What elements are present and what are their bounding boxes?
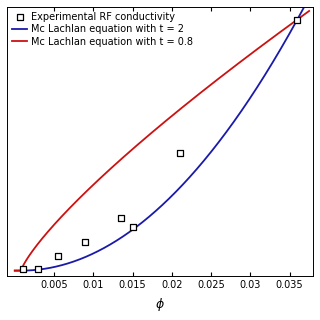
Experimental RF conductivity [36,267,41,272]
Mc Lachlan equation with t = 0.8 [139,140,142,144]
Mc Lachlan equation with t = 0.8 [64,210,68,214]
Mc Lachlan equation with t = 2 [301,7,305,11]
Mc Lachlan equation with t = 0.8 [13,269,17,273]
Experimental RF conductivity [118,215,123,220]
Mc Lachlan equation with t = 0.8 [307,9,311,13]
Legend: Experimental RF conductivity, Mc Lachlan equation with t = 2, Mc Lachlan equatio: Experimental RF conductivity, Mc Lachlan… [10,10,195,49]
Experimental RF conductivity [20,267,25,272]
Experimental RF conductivity [177,150,182,155]
Experimental RF conductivity [130,224,135,229]
Mc Lachlan equation with t = 2 [139,222,142,226]
Experimental RF conductivity [83,239,88,244]
Mc Lachlan equation with t = 2 [270,62,274,66]
Mc Lachlan equation with t = 2 [13,269,17,273]
Mc Lachlan equation with t = 0.8 [270,36,274,40]
Mc Lachlan equation with t = 2 [64,262,68,266]
Line: Mc Lachlan equation with t = 0.8: Mc Lachlan equation with t = 0.8 [15,11,309,271]
Experimental RF conductivity [55,253,60,258]
X-axis label: $\phi$: $\phi$ [155,296,165,313]
Mc Lachlan equation with t = 2 [126,231,130,235]
Mc Lachlan equation with t = 0.8 [126,151,130,155]
Experimental RF conductivity [295,17,300,22]
Line: Mc Lachlan equation with t = 2: Mc Lachlan equation with t = 2 [15,0,309,271]
Mc Lachlan equation with t = 0.8 [46,229,50,233]
Mc Lachlan equation with t = 2 [46,266,50,270]
Mc Lachlan equation with t = 0.8 [301,13,305,17]
